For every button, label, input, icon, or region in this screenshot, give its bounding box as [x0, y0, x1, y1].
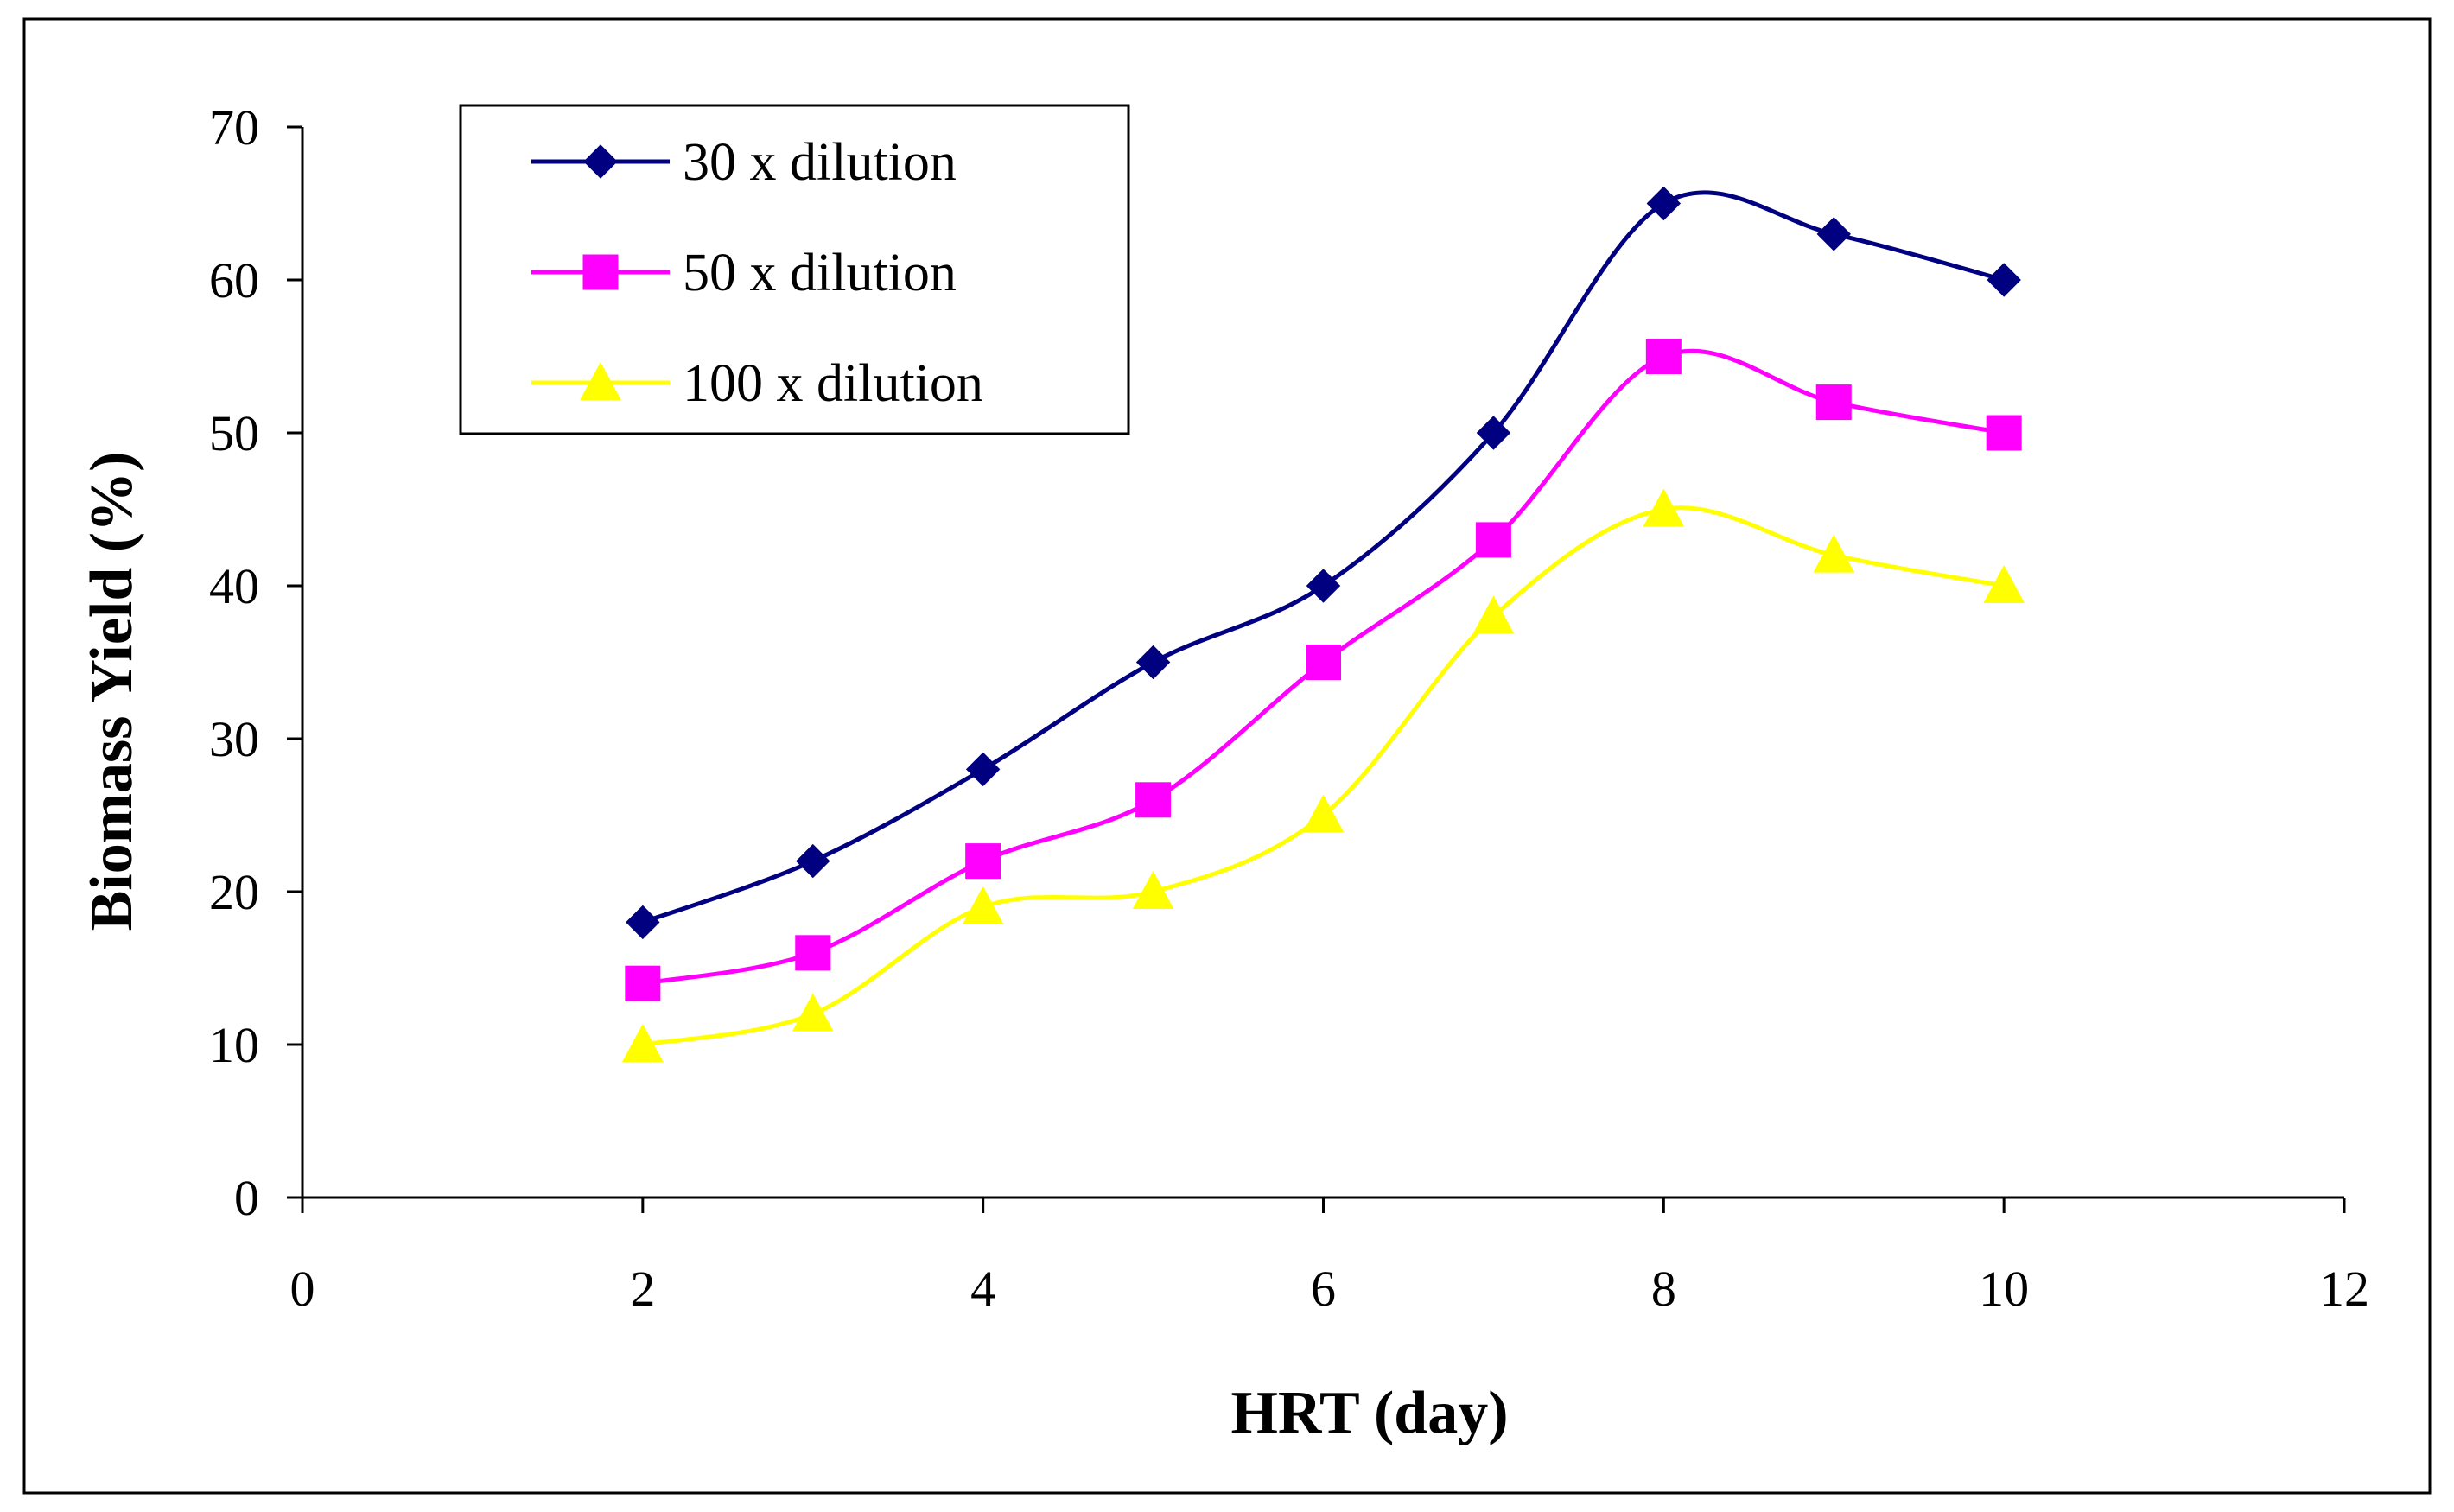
data-point — [796, 843, 830, 879]
y-tick-label: 0 — [234, 1170, 259, 1226]
data-point — [792, 993, 834, 1032]
series-3 — [621, 488, 2025, 1063]
data-point — [1816, 217, 1851, 251]
y-axis-title: Biomass Yield (%) — [79, 452, 145, 931]
y-tick-label: 50 — [209, 405, 259, 461]
data-point — [625, 965, 661, 1001]
data-point — [795, 935, 831, 971]
x-tick-label: 4 — [970, 1261, 995, 1317]
x-tick-label: 12 — [2319, 1261, 2369, 1317]
data-point — [1646, 186, 1682, 221]
legend: 30 x dilution 50 x dilution 100 x dilution — [459, 104, 1130, 435]
data-point — [1645, 339, 1682, 374]
chart-border — [22, 17, 2432, 1495]
legend-entry: 50 x dilution — [531, 244, 957, 302]
y-tick-label: 70 — [209, 99, 259, 156]
data-point — [1132, 870, 1174, 910]
y-tick-label: 40 — [209, 558, 259, 614]
data-point — [1306, 569, 1341, 603]
data-point — [1302, 794, 1345, 833]
legend-label: 50 x dilution — [683, 244, 957, 302]
data-point — [1135, 645, 1171, 680]
data-point — [1986, 415, 2022, 451]
data-point — [962, 886, 1004, 924]
x-tick-label: 8 — [1651, 1261, 1676, 1317]
data-point — [1135, 782, 1172, 818]
data-point — [1983, 564, 2025, 604]
data-point — [621, 1023, 664, 1063]
x-axis-title: HRT (day) — [1230, 1380, 1508, 1446]
data-point — [965, 843, 1001, 880]
legend-marker — [582, 254, 619, 290]
legend-entry: 30 x dilution — [531, 133, 957, 192]
x-tick-label: 2 — [630, 1261, 655, 1317]
legend-entry: 100 x dilution — [531, 354, 983, 413]
data-point — [1476, 416, 1511, 450]
data-point — [1643, 488, 1685, 527]
data-point — [626, 905, 660, 940]
series-line — [641, 190, 2005, 924]
series-layer — [621, 186, 2025, 1063]
data-point — [965, 752, 1001, 787]
x-tick-label: 0 — [290, 1261, 315, 1317]
y-tick-label: 20 — [209, 864, 259, 920]
data-point — [1472, 595, 1515, 634]
data-point — [1475, 522, 1511, 558]
y-tick-label: 60 — [209, 252, 259, 308]
y-tick-label: 30 — [209, 711, 259, 767]
legend-marker — [583, 144, 618, 179]
x-tick-label: 6 — [1311, 1261, 1336, 1317]
data-point — [1987, 263, 2021, 297]
data-point — [1306, 645, 1341, 680]
data-point — [1813, 534, 1855, 573]
series-2 — [625, 339, 2022, 1001]
series-1 — [626, 186, 2021, 940]
legend-marker — [580, 361, 621, 401]
y-tick-label: 10 — [209, 1017, 259, 1073]
legend-label: 100 x dilution — [683, 354, 983, 413]
legend-label: 30 x dilution — [683, 133, 957, 192]
axes: 0 10 20 30 40 50 60 70 0 2 4 6 8 10 12 — [209, 99, 2369, 1317]
data-point — [1815, 384, 1852, 421]
x-tick-label: 10 — [1979, 1261, 2029, 1317]
